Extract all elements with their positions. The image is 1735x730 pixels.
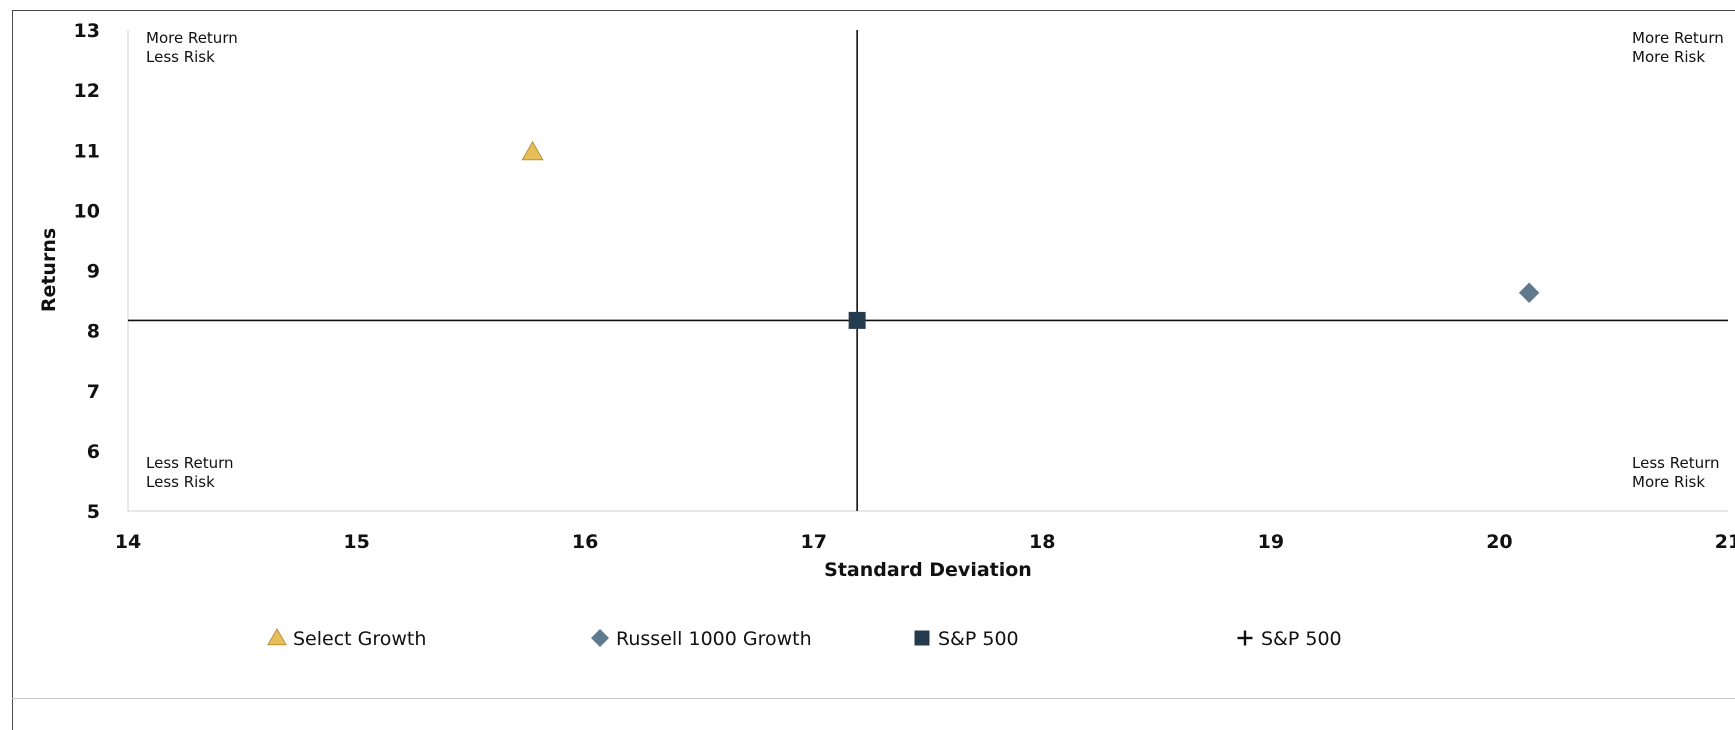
crosshair: [128, 30, 1728, 511]
quadrant-label-bottom-right: Less Return: [1632, 454, 1720, 472]
x-tick-label: 20: [1486, 531, 1512, 553]
y-tick-label: 8: [87, 321, 100, 343]
x-tick-label: 21: [1715, 531, 1735, 553]
quadrant-label-top-right: More Return: [1632, 29, 1724, 47]
legend-item: S&P 500: [1237, 628, 1342, 650]
y-tick-label: 5: [87, 501, 100, 523]
x-tick-label: 17: [800, 531, 826, 553]
legend-label: Russell 1000 Growth: [616, 628, 812, 650]
point-russell-1000-growth: [1518, 282, 1540, 303]
legend-label: S&P 500: [1261, 628, 1342, 650]
y-tick-label: 6: [87, 441, 100, 463]
y-tick-label: 7: [87, 381, 100, 403]
x-tick-label: 18: [1029, 531, 1055, 553]
y-axis-title: Returns: [38, 228, 60, 312]
y-tick-label: 13: [74, 20, 100, 42]
legend-item: Russell 1000 Growth: [591, 628, 812, 650]
y-tick-label: 10: [74, 200, 100, 222]
legend-label: Select Growth: [293, 628, 426, 650]
x-tick-label: 14: [115, 531, 141, 553]
legend-item: Select Growth: [267, 627, 426, 650]
legend-square-icon: [914, 630, 930, 646]
x-tick-label: 15: [343, 531, 369, 553]
quadrant-label-top-left: More Return: [146, 29, 238, 47]
legend-triangle-icon: [267, 627, 287, 646]
chart-frame: [12, 10, 1735, 730]
quadrant-label-top-right: More Risk: [1632, 48, 1705, 66]
quadrant-label-top-left: Less Risk: [146, 48, 215, 66]
x-tick-label: 19: [1258, 531, 1284, 553]
x-axis-ticks: 14 15 16 17 18 19 20 21: [115, 531, 1735, 553]
quadrant-label-bottom-left: Less Risk: [146, 473, 215, 491]
legend-plus-icon: [1237, 630, 1253, 646]
plot-area: [127, 30, 1728, 512]
quadrant-label-bottom-left: Less Return: [146, 454, 234, 472]
y-tick-label: 11: [74, 140, 100, 162]
x-axis-title: Standard Deviation: [824, 559, 1032, 581]
legend: Select Growth Russell 1000 Growth S&P 500 S…: [267, 627, 1342, 650]
point-s-p-500: [848, 311, 866, 329]
divider: [12, 698, 1735, 699]
x-tick-label: 16: [572, 531, 598, 553]
legend-label: S&P 500: [938, 628, 1019, 650]
point-select-growth: [521, 140, 544, 161]
y-tick-label: 12: [74, 80, 100, 102]
data-points: [521, 140, 1540, 329]
legend-item: S&P 500: [914, 628, 1019, 650]
legend-diamond-icon: [591, 629, 609, 647]
y-tick-label: 9: [87, 261, 100, 283]
quadrant-label-bottom-right: More Risk: [1632, 473, 1705, 491]
y-axis-ticks: 5 6 7 8 9 10 11 12 13: [74, 20, 100, 523]
